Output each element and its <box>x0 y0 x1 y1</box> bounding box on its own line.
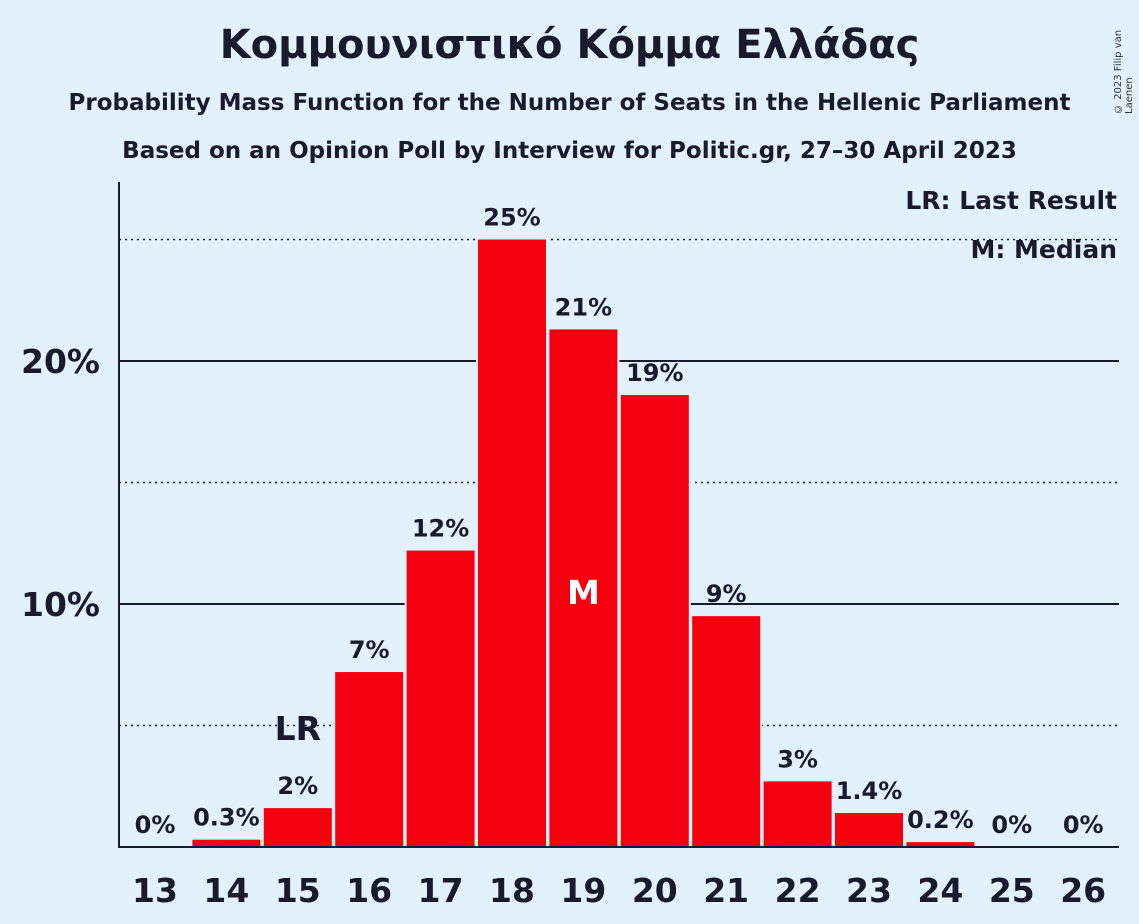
data-label-18: 25% <box>483 204 540 232</box>
x-tick-labels: 13 14 15 16 17 18 19 20 21 22 23 24 25 26 <box>132 871 1106 910</box>
median-marker: M <box>567 573 600 612</box>
bar-20 <box>620 395 689 847</box>
data-label-26: 0% <box>1063 811 1104 839</box>
data-label-21: 9% <box>706 580 747 608</box>
legend-median: M: Median <box>970 235 1117 264</box>
x-tick-label: 14 <box>203 871 249 910</box>
x-tick-label: 21 <box>703 871 749 910</box>
x-tick-label: 22 <box>775 871 821 910</box>
y-tick-label: 20% <box>21 342 100 381</box>
x-tick-label: 17 <box>418 871 464 910</box>
bar-23 <box>835 812 903 847</box>
y-tick-labels: 10% 20% <box>21 342 100 624</box>
bars <box>190 237 977 847</box>
data-label-22: 3% <box>777 745 818 773</box>
x-tick-label: 25 <box>989 871 1035 910</box>
x-tick-label: 26 <box>1060 871 1106 910</box>
data-label-17: 12% <box>412 515 469 543</box>
x-tick-label: 23 <box>846 871 892 910</box>
x-tick-label: 24 <box>917 871 963 910</box>
chart-subtitle-source: Based on an Opinion Poll by Interview fo… <box>122 138 1017 164</box>
x-tick-label: 15 <box>275 871 321 910</box>
x-tick-label: 19 <box>560 871 606 910</box>
last-result-marker: LR <box>275 709 321 748</box>
bar-22 <box>763 781 832 847</box>
x-tick-label: 16 <box>346 871 392 910</box>
bar-15 <box>263 808 332 847</box>
chart-title: Κομμουνιστικό Κόμμα Ελλάδας <box>219 22 920 68</box>
bar-18 <box>478 239 546 847</box>
data-label-24: 0.2% <box>907 806 974 834</box>
data-label-14: 0.3% <box>193 804 260 832</box>
y-tick-label: 10% <box>21 585 100 624</box>
bar-14 <box>192 839 261 847</box>
chart-subtitle: Probability Mass Function for the Number… <box>68 90 1071 116</box>
bar-21 <box>692 616 761 847</box>
legend: LR: Last Result M: Median <box>905 186 1117 264</box>
data-label-15: 2% <box>277 772 318 800</box>
data-label-19: 21% <box>555 293 612 321</box>
data-label-16: 7% <box>349 636 390 664</box>
x-tick-label: 13 <box>132 871 178 910</box>
bar-labels: 0% 0.3% 2% LR 7% 12% 25% 21% M 19% 9% 3% 1.4%0.2% 0% 0… <box>135 204 1104 840</box>
x-tick-label: 20 <box>632 871 678 910</box>
data-label-25: 0% <box>991 811 1032 839</box>
data-label-13: 0% <box>135 811 176 839</box>
data-label-20: 19% <box>626 359 683 387</box>
x-tick-label: 18 <box>489 871 535 910</box>
bar-17 <box>406 550 475 847</box>
data-label-23: 1.4% <box>836 777 903 805</box>
bar-24 <box>906 842 975 847</box>
legend-last-result: LR: Last Result <box>905 186 1117 215</box>
bar-19 <box>549 329 618 847</box>
bar-16 <box>335 672 404 847</box>
axes <box>118 182 1119 848</box>
